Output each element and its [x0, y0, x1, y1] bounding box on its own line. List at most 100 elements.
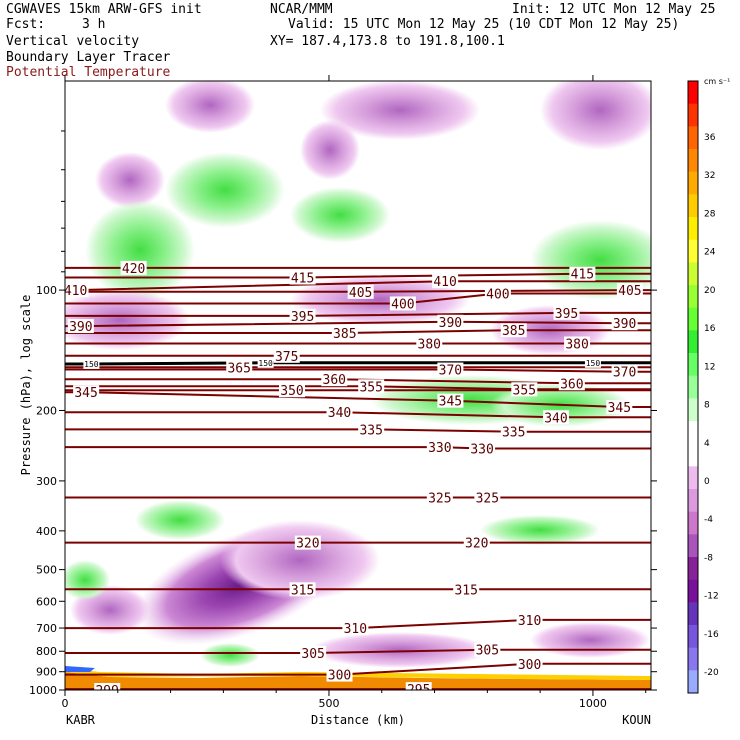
theta-label-bg [426, 440, 453, 455]
x-tick-label: 1000 [579, 697, 607, 710]
theta-label-bg [226, 360, 253, 375]
theta-label-bg [321, 372, 348, 387]
theta-label: 330 [428, 441, 451, 456]
colorbar-label: -4 [704, 515, 713, 525]
colorbar-swatch [688, 217, 698, 241]
downdraft-blob [540, 81, 651, 150]
theta-label: 315 [291, 583, 314, 598]
theta-label-bg [300, 645, 327, 660]
colorbar-label: -16 [704, 630, 719, 640]
colorbar: cm s⁻¹ 36 32 28 24 20 16 12 8 4 0 -4 -8 -12 -16 -20 [687, 77, 730, 694]
colorbar-unit: cm s⁻¹ [704, 77, 730, 86]
theta-label-bg [83, 358, 100, 369]
theta-label: 150 [84, 360, 99, 369]
downdraft-blob [310, 632, 490, 668]
colorbar-swatch [688, 262, 698, 286]
theta-label: 330 [470, 443, 493, 458]
theta-label: 350 [280, 384, 303, 399]
theta-contour-line [65, 411, 651, 419]
theta-label-bg [516, 612, 543, 627]
theta-label-bg [67, 319, 94, 334]
theta-label-bg [326, 405, 353, 420]
colorbar-label: -12 [704, 592, 719, 602]
y-tick-label: 600 [36, 595, 57, 608]
theta-label: 325 [476, 491, 499, 506]
updraft-blob [135, 500, 225, 540]
theta-contour-line [65, 378, 651, 385]
colorbar-swatch [688, 670, 698, 694]
colorbar-swatch [688, 126, 698, 150]
colorbar-label: 28 [704, 209, 716, 219]
boundary-layer-tracer-cool [65, 666, 95, 672]
x-tick-label: 500 [318, 697, 339, 710]
theta-label: 355 [513, 383, 536, 398]
theta-label-bg [469, 441, 496, 456]
x-axis-label: Distance (km) [311, 713, 405, 727]
theta-label-bg [65, 283, 89, 298]
colorbar-swatch [688, 466, 698, 490]
theta-label-bg [120, 260, 147, 275]
colorbar-swatch [688, 307, 698, 331]
theta-label: 400 [391, 297, 414, 312]
theta-label: 370 [439, 364, 462, 379]
colorbar-label: 8 [704, 401, 710, 411]
updraft-blob [290, 187, 390, 243]
theta-label: 150 [258, 359, 273, 368]
colorbar-frame [687, 80, 699, 694]
forecast-label: Fcst: [6, 17, 46, 32]
colorbar-swatch [688, 489, 698, 513]
theta-label-bg [294, 535, 321, 550]
colorbar-label: 0 [704, 477, 710, 487]
theta-label: 395 [291, 310, 314, 325]
theta-label: 320 [296, 537, 319, 552]
theta-label: 420 [122, 262, 145, 277]
theta-label: 390 [439, 316, 462, 331]
colorbar-swatch [688, 103, 698, 127]
theta-label-bg [257, 357, 274, 368]
updraft-blob [530, 220, 651, 300]
theta-label-bg [511, 382, 538, 397]
downdraft-blob [290, 275, 470, 325]
theta-label-bg [289, 270, 316, 285]
theta-contour-line [65, 428, 651, 433]
right-endpoint-label: KOUN [622, 713, 651, 727]
y-axis-label: Pressure (hPa), log scale [19, 295, 33, 476]
x-tick-label: 0 [62, 697, 69, 710]
theta-label-bg [500, 424, 527, 439]
organization-label: NCAR/MMM [270, 2, 333, 17]
theta-label: 335 [359, 423, 382, 438]
colorbar-swatch [688, 149, 698, 173]
cross-section-coordinates: XY= 187.4,173.8 to 191.8,100.1 [270, 34, 505, 49]
downdraft-blob [95, 152, 165, 208]
y-tick-label: 400 [36, 525, 57, 538]
theta-label: 365 [227, 361, 250, 376]
theta-label-bg [437, 393, 464, 408]
downdraft-blob [320, 81, 480, 140]
theta-label: 375 [275, 350, 298, 365]
theta-contour-line [65, 662, 651, 676]
colorbar-swatch [688, 353, 698, 377]
downdraft-blob [165, 81, 255, 133]
colorbar-swatch [688, 239, 698, 263]
theta-label: 370 [613, 366, 636, 381]
y-tick-label: 200 [36, 404, 57, 417]
updraft-blob [480, 515, 600, 545]
boundary-layer-tracer [65, 672, 651, 690]
colorbar-label: 16 [704, 324, 716, 334]
colorbar-swatch [688, 534, 698, 558]
theta-label: 305 [301, 647, 324, 662]
theta-contour-line [65, 446, 651, 450]
theta-label: 310 [344, 622, 367, 637]
theta-label: 385 [502, 324, 525, 339]
field-boundary-layer-tracer: Boundary Layer Tracer [6, 50, 171, 65]
theta-label-bg [342, 621, 369, 636]
theta-label: 345 [608, 401, 631, 416]
theta-label: 335 [502, 426, 525, 441]
theta-label-bg [500, 323, 527, 338]
tropopause-line [65, 361, 651, 366]
y-tick-label: 500 [36, 564, 57, 577]
theta-label-bg [358, 422, 385, 437]
vertical-velocity-shading: 420 410 415 405 400 410 415 405 390 395 385 380 390 4… [65, 81, 651, 690]
colorbar-label: 4 [704, 439, 710, 449]
theta-label: 390 [69, 320, 92, 335]
